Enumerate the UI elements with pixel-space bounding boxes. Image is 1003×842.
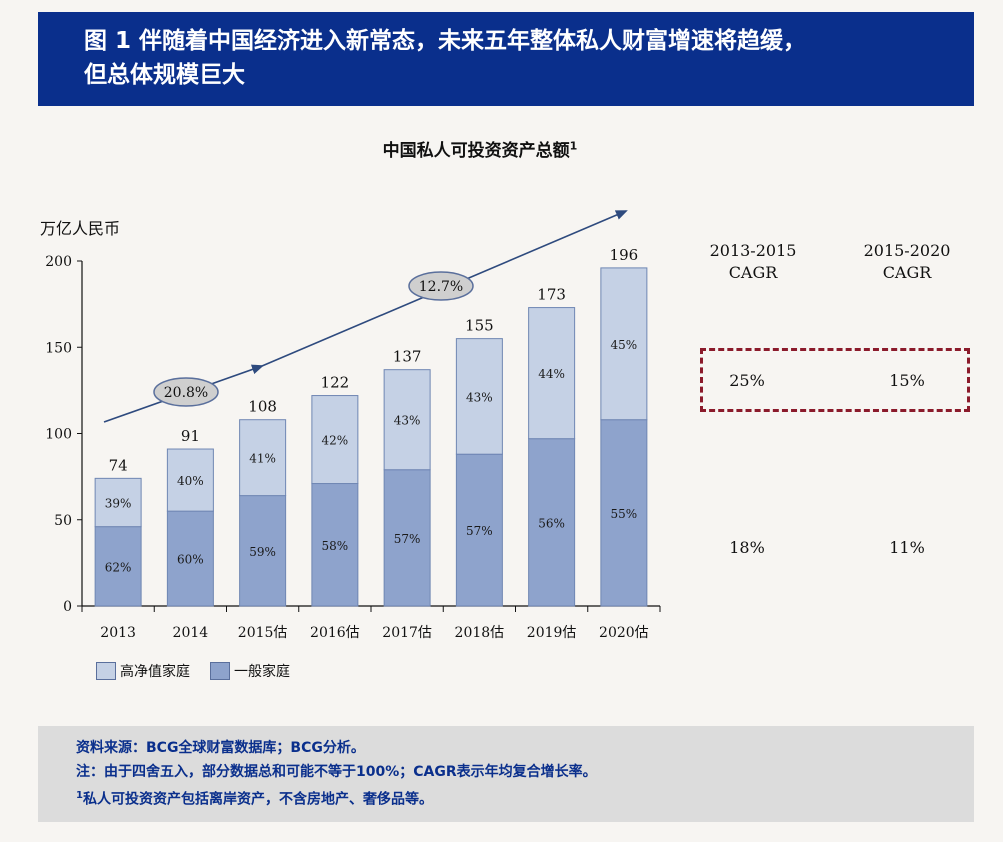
note-line: 注：由于四舍五入，部分数据总和可能不等于100%；CAGR表示年均复合增长率。 — [76, 764, 597, 780]
bar-percent-label-high-net-worth: 41% — [249, 452, 276, 466]
bar-total-label: 122 — [321, 374, 350, 392]
bar-total-label: 108 — [248, 398, 277, 416]
x-tick-label: 2019估 — [527, 625, 577, 641]
bar-percent-label-general: 62% — [105, 560, 132, 574]
bar-high-net-worth — [239, 419, 287, 497]
chart-title-footnote: 1 — [569, 139, 578, 153]
bar-high-net-worth — [311, 395, 359, 485]
y-tick-label: 0 — [63, 599, 72, 615]
bar-high-net-worth — [600, 267, 648, 421]
bar-general-household — [239, 495, 287, 607]
bar-high-net-worth — [383, 369, 431, 471]
bar-total-label: 137 — [393, 348, 422, 366]
x-tick-label: 2016估 — [310, 625, 360, 641]
growth-rate-label: 12.7% — [419, 279, 463, 295]
bar-general-household — [166, 510, 214, 607]
y-tick-label: 50 — [54, 513, 72, 529]
bar-percent-label-general: 59% — [249, 545, 276, 559]
bar-total-label: 196 — [610, 246, 639, 264]
x-tick-label: 2014 — [173, 625, 209, 641]
source-notes: 资料来源：BCG全球财富数据库；BCG分析。 注：由于四舍五入，部分数据总和可能… — [38, 726, 974, 822]
footnote-text: 私人可投资资产包括离岸资产，不含房地产、奢侈品等。 — [82, 791, 433, 808]
y-tick-label: 200 — [45, 254, 72, 270]
bar-general-household — [455, 453, 503, 607]
bar-percent-label-general: 58% — [322, 539, 349, 553]
chart-title-text: 中国私人可投资资产总额 — [382, 141, 570, 161]
bar-high-net-worth — [94, 477, 142, 528]
bar-percent-label-general: 60% — [177, 553, 204, 567]
bar-general-household — [383, 469, 431, 607]
growth-oval — [153, 377, 219, 407]
y-tick-label: 150 — [45, 340, 72, 356]
growth-rate-label: 20.8% — [164, 385, 208, 401]
cagr-header-2013-2015-line2: CAGR — [728, 263, 778, 282]
header-title-line1: 图 1 伴随着中国经济进入新常态，未来五年整体私人财富增速将趋缓， — [84, 28, 807, 54]
cagr-general-2015-2020: 11% — [889, 538, 925, 557]
chart-title: 中国私人可投资资产总额1 — [300, 136, 660, 161]
x-tick-label: 2017估 — [382, 625, 432, 641]
bar-high-net-worth — [455, 338, 503, 455]
cagr-header-2013-2015-line1: 2013-2015 — [709, 241, 797, 260]
legend-item-high-net-worth: 高净值家庭 — [96, 661, 190, 681]
legend-swatch-high-net-worth — [96, 662, 116, 680]
bar-general-household — [600, 419, 648, 607]
header-title-line2: 但总体规模巨大 — [84, 62, 245, 88]
x-tick-label: 2015估 — [238, 625, 288, 641]
bar-percent-label-high-net-worth: 39% — [105, 497, 132, 511]
growth-oval — [408, 271, 474, 301]
cagr-high-net-worth-2013-2015: 25% — [729, 371, 765, 390]
cagr-general-2013-2015: 18% — [729, 538, 765, 557]
legend-swatch-general — [210, 662, 230, 680]
footnote-marker: 1 — [76, 790, 83, 801]
bar-percent-label-high-net-worth: 40% — [177, 474, 204, 488]
bar-general-household — [311, 483, 359, 607]
bar-total-label: 155 — [465, 317, 494, 335]
cagr-highlight-box — [700, 348, 970, 412]
chart-legend: 高净值家庭 一般家庭 — [96, 660, 310, 682]
page-header: 图 1 伴随着中国经济进入新常态，未来五年整体私人财富增速将趋缓， 但总体规模巨… — [38, 12, 974, 106]
cagr-header-2015-2020: 2015-2020 CAGR — [832, 240, 982, 284]
bar-percent-label-high-net-worth: 45% — [611, 338, 638, 352]
footnote-line: 1私人可投资资产包括离岸资产，不含房地产、奢侈品等。 — [76, 784, 974, 812]
legend-label-general: 一般家庭 — [234, 664, 290, 680]
cagr-high-net-worth-2015-2020: 15% — [889, 371, 925, 390]
legend-label-high-net-worth: 高净值家庭 — [120, 664, 190, 680]
bar-general-household — [94, 526, 142, 607]
bar-percent-label-general: 57% — [394, 532, 421, 546]
cagr-header-2013-2015: 2013-2015 CAGR — [678, 240, 828, 284]
bar-percent-label-high-net-worth: 43% — [394, 414, 421, 428]
cagr-header-2015-2020-line1: 2015-2020 — [863, 241, 951, 260]
x-tick-label: 2018估 — [455, 625, 505, 641]
bar-percent-label-high-net-worth: 42% — [322, 434, 349, 448]
bar-percent-label-general: 56% — [538, 516, 565, 530]
y-tick-label: 100 — [45, 427, 72, 443]
bar-high-net-worth — [166, 448, 214, 512]
bar-total-label: 74 — [109, 456, 128, 474]
bar-total-label: 173 — [537, 286, 566, 304]
bar-percent-label-general: 55% — [611, 507, 638, 521]
cagr-header-2015-2020-line2: CAGR — [882, 263, 932, 282]
bar-percent-label-high-net-worth: 43% — [466, 390, 493, 404]
bar-percent-label-general: 57% — [466, 524, 493, 538]
x-tick-label: 2013 — [100, 625, 136, 641]
x-tick-label: 2020估 — [599, 625, 649, 641]
source-line: 资料来源：BCG全球财富数据库；BCG分析。 — [76, 740, 365, 756]
bar-high-net-worth — [528, 307, 576, 440]
bar-general-household — [528, 438, 576, 607]
bar-total-label: 91 — [181, 427, 200, 445]
bar-percent-label-high-net-worth: 44% — [538, 367, 565, 381]
y-axis-label: 万亿人民币 — [40, 219, 120, 238]
legend-item-general: 一般家庭 — [210, 661, 290, 681]
